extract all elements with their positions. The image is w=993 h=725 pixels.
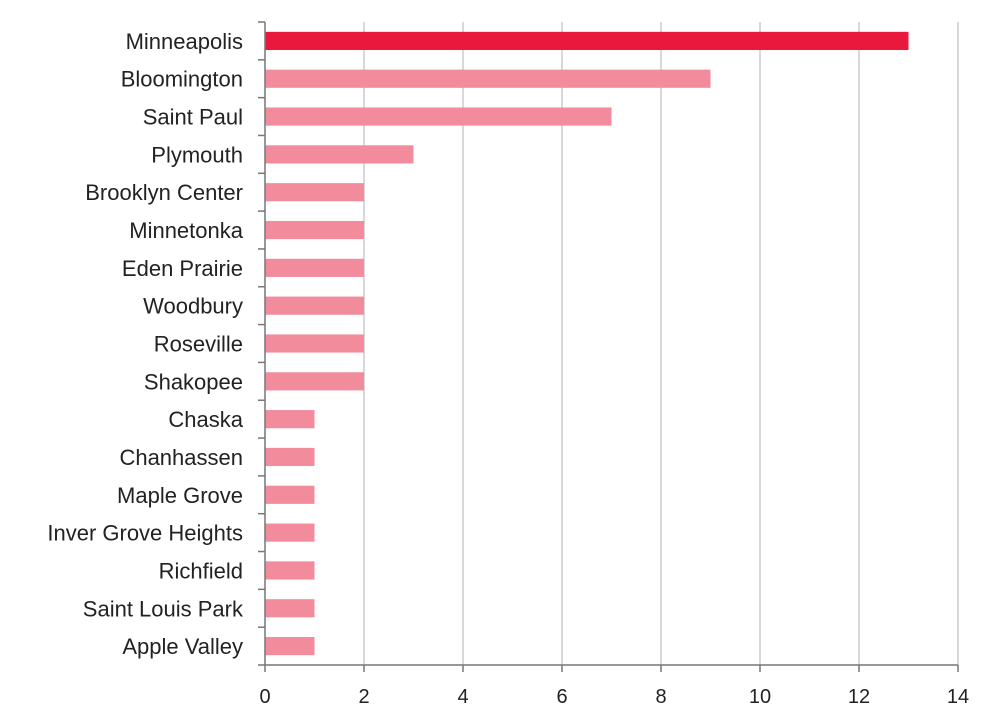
bar-minnetonka xyxy=(265,220,364,240)
category-label: Minneapolis xyxy=(126,29,243,54)
x-tick-label: 14 xyxy=(947,686,969,708)
category-label: Woodbury xyxy=(143,294,243,319)
bar-plymouth xyxy=(265,145,414,164)
bar-woodbury xyxy=(265,296,364,315)
bar-roseville xyxy=(265,334,364,353)
category-label: Inver Grove Heights xyxy=(47,521,243,546)
bar-apple-valley xyxy=(265,637,315,656)
bar-chanhassen xyxy=(265,447,315,467)
category-label: Eden Prairie xyxy=(122,256,243,281)
category-label: Minnetonka xyxy=(129,218,244,243)
category-labels: Minneapolis Bloomington Saint Paul Plymouth… xyxy=(47,29,244,659)
bar-saint-louis-park xyxy=(265,599,315,618)
bar-inver-grove-heights xyxy=(265,523,315,542)
bar-brooklyn-center xyxy=(265,183,364,202)
x-tick-label: 12 xyxy=(848,686,870,708)
category-label: Apple Valley xyxy=(122,634,243,659)
bar-minneapolis xyxy=(265,31,909,50)
x-tick-label: 10 xyxy=(749,686,771,708)
category-label: Saint Paul xyxy=(143,105,243,130)
category-label: Brooklyn Center xyxy=(85,180,243,205)
bar-saint-paul xyxy=(265,107,612,126)
x-tick-label: 4 xyxy=(457,686,468,708)
bar-chaska xyxy=(265,410,315,429)
gridlines xyxy=(363,22,959,665)
bar-shakopee xyxy=(265,372,364,391)
bar-eden-prairie xyxy=(265,258,364,277)
x-tick-label: 0 xyxy=(259,686,270,708)
x-tick-labels: 0 2 4 6 8 10 12 14 xyxy=(259,686,969,708)
category-label: Plymouth xyxy=(151,142,243,167)
bar-richfield xyxy=(265,561,315,580)
category-label: Saint Louis Park xyxy=(83,596,244,621)
category-label: Richfield xyxy=(159,558,243,583)
category-label: Shakopee xyxy=(144,369,243,394)
category-label: Chaska xyxy=(168,407,243,432)
category-label: Chanhassen xyxy=(119,445,243,470)
axes xyxy=(258,21,959,672)
category-label: Roseville xyxy=(154,332,243,357)
bar-maple-grove xyxy=(265,485,315,504)
category-label: Bloomington xyxy=(121,67,243,92)
x-tick-label: 8 xyxy=(655,686,666,708)
bar-bloomington xyxy=(265,69,711,88)
x-tick-label: 2 xyxy=(358,686,369,708)
bars xyxy=(265,31,909,656)
category-label: Maple Grove xyxy=(117,483,243,508)
x-tick-label: 6 xyxy=(556,686,567,708)
